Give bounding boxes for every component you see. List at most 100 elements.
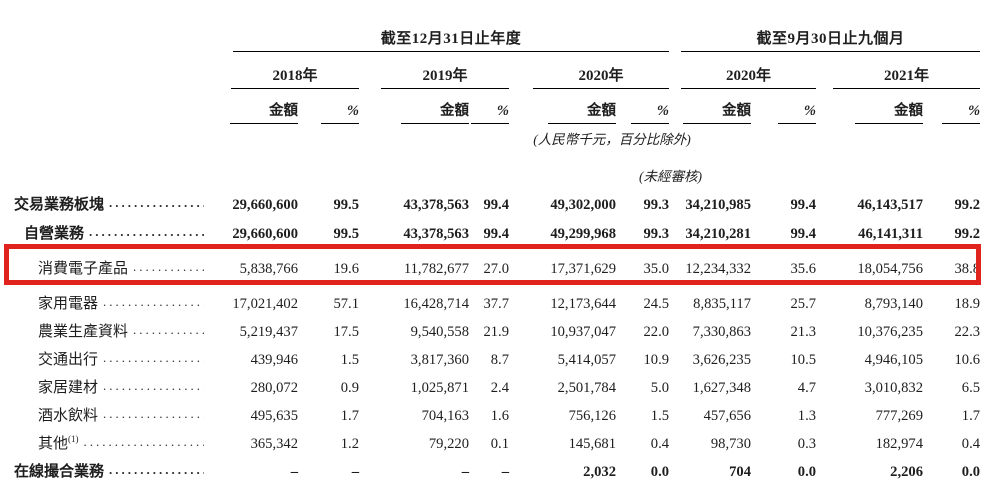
percent-value: –	[501, 463, 509, 480]
row-label: 家用電器	[6, 294, 228, 313]
label-column-spacer	[6, 52, 228, 89]
amount-value: 145,681	[568, 435, 616, 452]
row-label: 家居建材	[6, 378, 228, 397]
period-group-annual: 截至12月31日止年度	[228, 18, 670, 52]
amount-value: –	[290, 463, 298, 480]
amount-value: 98,730	[710, 435, 752, 452]
revenue-breakdown-table: 截至12月31日止年度 截至9月30日止九個月 2018年 2019年 2020年 2…	[6, 18, 981, 486]
amount-value: 8,835,117	[693, 295, 752, 312]
percent-value: 99.4	[790, 225, 817, 242]
dot-leader	[109, 195, 204, 212]
percent-value: 35.0	[643, 260, 670, 277]
percent-value: 99.3	[643, 196, 670, 213]
amount-value: 5,414,057	[557, 351, 616, 368]
year-header-label: 2020年	[681, 64, 817, 89]
row-label: 自營業務	[6, 224, 228, 243]
percent-value: 99.5	[333, 196, 359, 213]
percent-value: 0.4	[650, 435, 670, 452]
spacer-cell	[751, 124, 980, 152]
amount-value: 49,299,968	[550, 225, 616, 242]
percent-value: 17.5	[333, 323, 359, 340]
amount-value: 5,838,766	[239, 260, 298, 277]
amount-column-header: 金額	[669, 89, 752, 124]
percent-value: 19.6	[333, 260, 359, 277]
percent-column-header-label: %	[321, 103, 359, 124]
percent-column-header: %	[616, 89, 670, 124]
amount-column-header-label: 金額	[548, 99, 616, 124]
row-label-cell: 農業生產資料	[6, 318, 228, 346]
amount-value: 182,974	[875, 435, 924, 452]
amount-value: 495,635	[250, 407, 298, 424]
year-header-label: 2019年	[381, 64, 509, 89]
percent-value: 1.7	[961, 407, 981, 424]
percent-column-header-label: %	[778, 103, 817, 124]
amount-value: –	[461, 463, 469, 480]
row-label-text: 其他(1)	[38, 434, 79, 453]
percent-value: 2.4	[490, 379, 509, 396]
period-group-nine-months-label: 截至9月30日止九個月	[681, 27, 981, 52]
amount-value: 8,793,140	[864, 295, 924, 312]
unaudited-note-row: (未經審核)	[6, 152, 980, 190]
dot-leader	[133, 322, 204, 339]
percent-column-header-label: %	[942, 103, 981, 124]
percent-value: 99.3	[643, 225, 670, 242]
row-label-text: 在線撮合業務	[14, 464, 105, 481]
percent-value: 99.4	[483, 196, 509, 213]
period-group-annual-label: 截至12月31日止年度	[233, 27, 670, 52]
percent-value: 1.5	[650, 407, 670, 424]
unaudited-note: (未經審核)	[639, 169, 702, 184]
row-label: 在線撮合業務	[6, 462, 228, 481]
row-label-text: 自營業務	[24, 226, 85, 243]
percent-column-header: %	[923, 89, 981, 124]
percent-column-header: %	[469, 89, 509, 124]
amount-value: 34,210,985	[685, 196, 752, 213]
year-header: 2020年	[669, 52, 817, 89]
spacer-cell	[6, 124, 509, 152]
amount-value: 17,371,629	[550, 260, 616, 277]
dot-leader	[133, 259, 204, 276]
amount-value: 704	[729, 463, 752, 480]
amount-value: 79,220	[428, 435, 469, 452]
row-label-cell: 在線撮合業務	[6, 458, 228, 486]
percent-value: 18.9	[954, 295, 981, 312]
year-header-row: 2018年 2019年 2020年 2020年 2021年	[6, 52, 981, 89]
year-header-label: 2020年	[533, 64, 670, 89]
amount-value: 777,269	[875, 407, 924, 424]
label-column-spacer	[6, 89, 228, 124]
amount-value: 16,428,714	[403, 295, 469, 312]
dot-leader	[89, 224, 204, 241]
percent-value: 10.5	[790, 351, 817, 368]
dot-leader	[103, 378, 204, 395]
year-header: 2018年	[228, 52, 359, 89]
percent-value: –	[351, 463, 359, 480]
year-header-label: 2018年	[231, 64, 359, 89]
row-label-cell: 其他(1)	[6, 430, 228, 458]
amount-value: 1,025,871	[410, 379, 469, 396]
table-row: 交通出行 439,946 1.5 3,817,360 8.7 5,414,057 10.9 3…	[6, 346, 980, 374]
units-note-row: (人民幣千元，百分比除外)	[6, 124, 980, 152]
amount-value: 18,054,756	[857, 260, 924, 277]
amount-column-header-label: 金額	[230, 99, 298, 124]
row-label-text: 交易業務板塊	[14, 197, 105, 214]
row-label-cell: 自營業務	[6, 220, 228, 248]
dot-leader	[84, 434, 204, 451]
year-header: 2020年	[509, 52, 670, 89]
units-note: (人民幣千元，百分比除外)	[533, 132, 691, 147]
table-row: 消費電子產品 5,838,766 19.6 11,782,677 27.0 17,371,…	[6, 248, 980, 290]
percent-value: 1.6	[490, 407, 509, 424]
footnote-marker: (1)	[68, 434, 79, 445]
percent-value: 0.0	[961, 463, 981, 480]
percent-value: 0.1	[490, 435, 509, 452]
percent-value: 99.2	[954, 225, 981, 242]
amount-value: 3,010,832	[864, 379, 924, 396]
spacer-cell	[751, 152, 980, 190]
percent-column-header-label: %	[631, 103, 670, 124]
amount-value: 43,378,563	[403, 225, 469, 242]
amount-value: 43,378,563	[403, 196, 469, 213]
percent-value: 1.2	[340, 435, 359, 452]
percent-value: 22.0	[643, 323, 670, 340]
amount-value: 12,173,644	[550, 295, 616, 312]
amount-value: 2,501,784	[557, 379, 616, 396]
amount-value: 756,126	[568, 407, 616, 424]
percent-value: 0.4	[961, 435, 981, 452]
